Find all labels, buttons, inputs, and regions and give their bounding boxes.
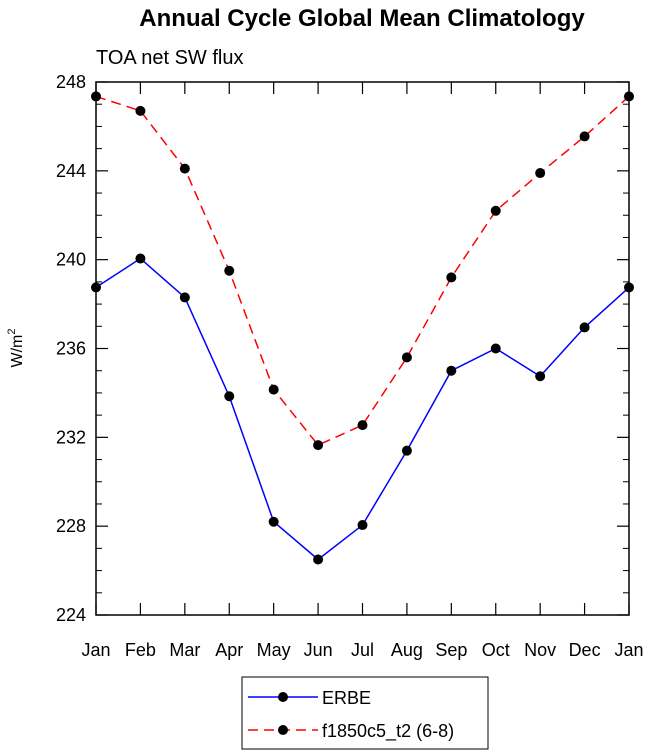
x-axis-labels: Jan Feb Mar Apr May Jun Jul Aug Sep Oct Nov Dec Jan: [81, 640, 643, 660]
series-0-point: [401, 445, 412, 456]
series-0-point: [268, 516, 279, 527]
series-0-point: [446, 365, 457, 376]
y-tick-label: 244: [56, 161, 86, 181]
legend-label-erbe: ERBE: [322, 688, 371, 708]
plot-area-frame: [95, 81, 630, 616]
series-layer: [91, 91, 634, 565]
x-tick-label: Jan: [614, 640, 643, 660]
legend-label-f1850c5: f1850c5_t2 (6-8): [322, 721, 454, 742]
series-1-point: [224, 265, 235, 276]
series-1-point: [357, 420, 368, 431]
series-line-1: [95, 95, 630, 447]
legend-box: [241, 676, 489, 750]
series-0-point: [535, 371, 546, 382]
x-tick-label: Oct: [482, 640, 510, 660]
chart-subtitle: TOA net SW flux: [96, 47, 243, 69]
x-tick-label: Jun: [304, 640, 333, 660]
x-tick-label: Aug: [391, 640, 423, 660]
series-0-point: [224, 391, 235, 402]
series-1-point: [91, 91, 101, 102]
series-0-point: [490, 343, 501, 354]
series-1-point: [401, 352, 412, 363]
y-axis-labels: 224 228 232 236 240 244 248: [56, 72, 86, 625]
x-tick-label: Feb: [125, 640, 156, 660]
y-tick-label: 240: [56, 250, 86, 270]
x-tick-label: Nov: [524, 640, 556, 660]
series-0-point: [313, 554, 324, 565]
series-0-point: [357, 520, 368, 531]
x-tick-label: Jan: [81, 640, 110, 660]
series-0-point: [179, 292, 190, 303]
y-tick-label: 236: [56, 339, 86, 359]
x-tick-label: Mar: [169, 640, 200, 660]
y-axis-title-superscript: 2: [6, 329, 18, 335]
series-0-point: [135, 253, 146, 264]
series-0-point: [579, 322, 590, 333]
x-tick-label: May: [257, 640, 291, 660]
x-tick-label: Jul: [351, 640, 374, 660]
legend: ERBE f1850c5_t2 (6-8): [241, 676, 489, 750]
legend-marker-erbe: [278, 692, 288, 702]
x-tick-label: Apr: [215, 640, 243, 660]
series-1-point: [135, 105, 146, 116]
series-1-point: [446, 272, 457, 283]
series-1-point: [624, 91, 634, 102]
x-tick-label: Dec: [569, 640, 601, 660]
legend-marker-f1850c5: [278, 725, 288, 735]
y-tick-label: 248: [56, 72, 86, 92]
y-tick-label: 228: [56, 516, 86, 536]
series-0-point: [91, 282, 101, 293]
chart-title: Annual Cycle Global Mean Climatology: [139, 5, 585, 32]
series-1-point: [490, 205, 501, 216]
y-axis-title-base: W/m: [9, 335, 26, 368]
y-axis-title: W/m2: [6, 329, 26, 368]
series-1-point: [579, 131, 590, 142]
series-line-0: [95, 257, 630, 561]
series-1-point: [313, 440, 324, 451]
axis-ticks: [95, 81, 630, 616]
series-1-point: [268, 384, 279, 395]
y-tick-label: 224: [56, 605, 86, 625]
x-tick-label: Sep: [435, 640, 467, 660]
series-0-point: [624, 282, 634, 293]
y-tick-label: 232: [56, 427, 86, 447]
series-1-point: [535, 168, 546, 179]
series-1-point: [179, 163, 190, 174]
